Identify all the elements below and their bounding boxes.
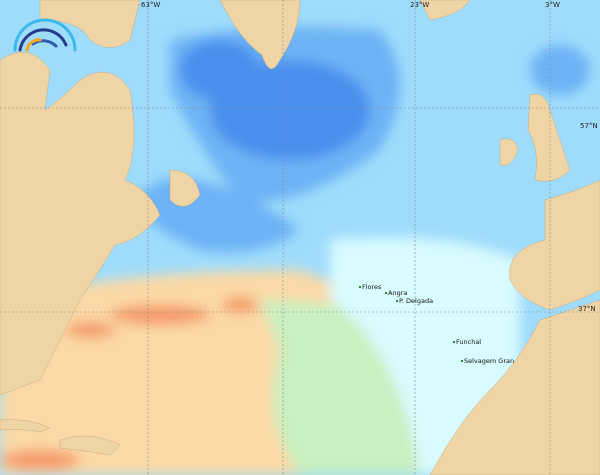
place-angra[interactable]: Angra xyxy=(385,289,407,297)
rainbow-arc-logo xyxy=(13,18,77,52)
ireland xyxy=(499,138,519,166)
caribbean xyxy=(59,435,121,456)
place-selvagem-grande[interactable]: Selvagem Gran xyxy=(461,357,514,365)
lat-label: 37°N xyxy=(578,305,596,313)
lat-label: 57°N xyxy=(580,122,598,130)
lon-label: 3°W xyxy=(545,1,560,9)
lon-label: 63°W xyxy=(141,1,161,9)
greenland xyxy=(219,0,301,69)
lon-label: 23°W xyxy=(410,1,430,9)
iceland xyxy=(419,0,471,21)
cuba xyxy=(0,419,51,433)
place-flores[interactable]: Flores xyxy=(359,283,381,291)
africa xyxy=(429,299,600,475)
place-funchal[interactable]: Funchal xyxy=(453,338,481,346)
newfoundland xyxy=(169,169,201,207)
north-america xyxy=(0,51,161,396)
great-britain xyxy=(527,93,571,182)
place-ponta-delgada[interactable]: P. Delgada xyxy=(396,297,433,305)
